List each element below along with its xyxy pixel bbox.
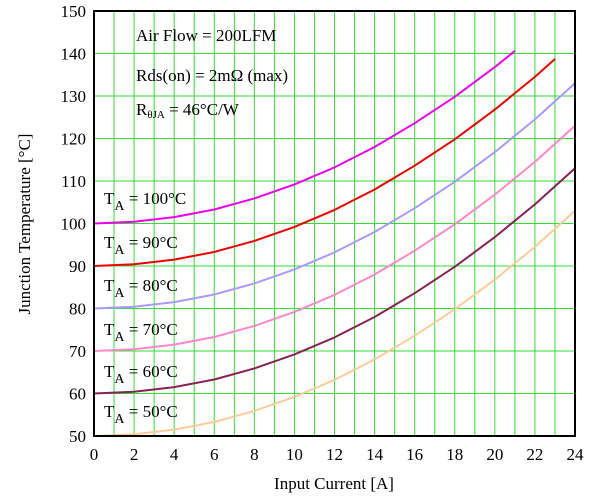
y-tick-label: 70 <box>69 342 86 361</box>
x-tick-label: 10 <box>286 445 303 464</box>
x-tick-label: 14 <box>366 445 384 464</box>
curve-label-ta-90: TA = 90°C <box>104 233 178 258</box>
x-tick-label: 12 <box>326 445 343 464</box>
x-tick-label: 2 <box>130 445 139 464</box>
curve-label-ta-50: TA = 50°C <box>104 402 178 427</box>
series-line-ta-90 <box>94 58 556 267</box>
y-tick-label: 130 <box>61 87 87 106</box>
curve-label-ta-70: TA = 70°C <box>104 320 178 345</box>
series-line-ta-100 <box>94 50 516 225</box>
x-tick-label: 4 <box>170 445 179 464</box>
y-tick-label: 100 <box>61 215 87 234</box>
curves <box>94 50 575 436</box>
y-tick-label: 110 <box>61 172 86 191</box>
x-tick-label: 20 <box>486 445 503 464</box>
annotations: Air Flow = 200LFM Rds(on) = 2mΩ (max) Rθ… <box>136 26 288 121</box>
y-tick-label: 140 <box>61 45 87 64</box>
curve-labels: TA = 100°C TA = 90°C TA = 80°C TA = 70°C TA … <box>104 189 186 427</box>
y-tick-label: 60 <box>69 385 86 404</box>
y-tick-label: 120 <box>61 130 87 149</box>
y-tick-label: 80 <box>69 300 86 319</box>
y-tick-label: 150 <box>61 2 87 21</box>
x-tick-label: 18 <box>446 445 463 464</box>
curve-label-ta-60: TA = 60°C <box>104 362 178 387</box>
series-line-ta-70 <box>94 125 575 352</box>
x-tick-labels: 0 2 4 6 8 10 12 14 16 18 20 22 24 <box>90 445 584 464</box>
x-tick-label: 16 <box>406 445 423 464</box>
annotation-rds-on: Rds(on) = 2mΩ (max) <box>136 66 288 85</box>
series-line-ta-50 <box>94 210 575 436</box>
annotation-air-flow: Air Flow = 200LFM <box>136 26 276 45</box>
y-axis-title: Junction Temperature [°C] <box>15 134 34 315</box>
annotation-rthetaja: RθJA = 46°C/W <box>136 100 240 121</box>
x-tick-label: 0 <box>90 445 99 464</box>
x-tick-label: 22 <box>526 445 543 464</box>
plot-frame <box>93 10 576 437</box>
series-line-ta-80 <box>94 82 575 310</box>
x-axis-title: Input Current [A] <box>274 474 394 493</box>
y-tick-label: 50 <box>69 427 86 446</box>
x-tick-label: 6 <box>210 445 219 464</box>
y-tick-labels: 50 60 70 80 90 100 110 120 130 140 150 <box>61 2 87 446</box>
x-tick-label: 8 <box>250 445 259 464</box>
curve-label-ta-100: TA = 100°C <box>104 189 186 214</box>
y-tick-label: 90 <box>69 257 86 276</box>
x-tick-label: 24 <box>567 445 585 464</box>
curve-label-ta-80: TA = 80°C <box>104 276 178 301</box>
series-line-ta-60 <box>94 167 575 395</box>
